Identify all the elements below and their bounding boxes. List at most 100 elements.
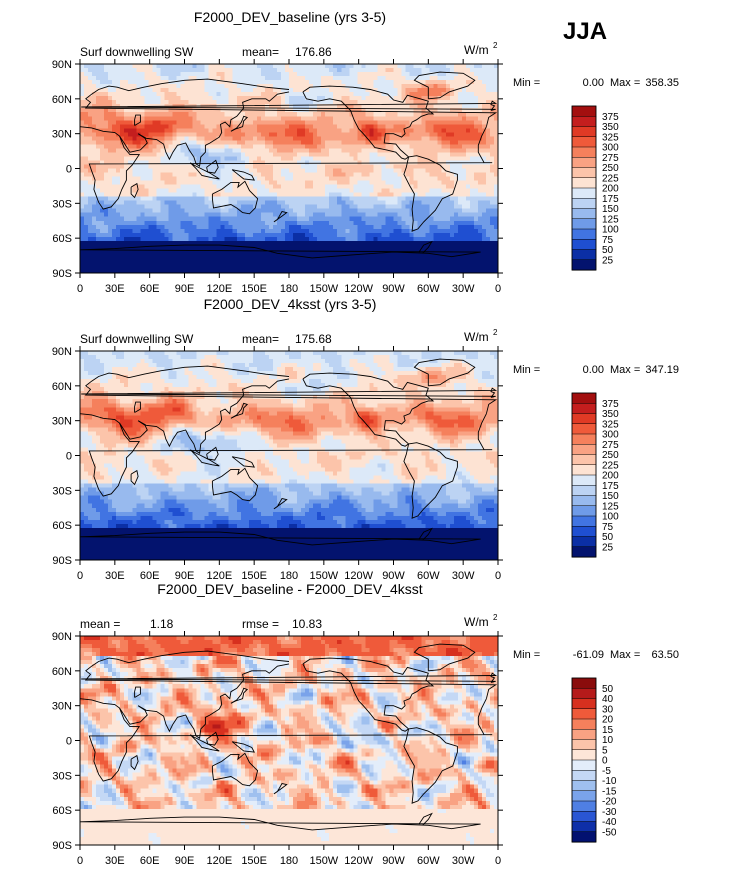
heatmap-cell <box>433 72 439 77</box>
heatmap-cell <box>457 104 463 109</box>
heatmap-cell <box>345 144 350 149</box>
heatmap-cell <box>280 80 286 85</box>
heatmap-cell <box>144 112 149 117</box>
heatmap-cell <box>321 232 326 238</box>
heatmap-cell <box>280 220 286 226</box>
heatmap-cell <box>449 232 455 238</box>
heatmap-cell <box>184 172 190 178</box>
heatmap-cell <box>329 76 334 81</box>
heatmap-cell <box>172 68 178 73</box>
heatmap-cell <box>385 204 391 210</box>
heatmap-cell <box>445 236 451 242</box>
heatmap-cell <box>425 184 431 190</box>
heatmap-cell <box>176 128 182 133</box>
heatmap-cell <box>309 136 314 141</box>
heatmap-cell <box>381 228 387 234</box>
heatmap-cell <box>317 120 322 125</box>
heatmap-cell <box>80 152 85 158</box>
heatmap-cell <box>112 224 117 230</box>
heatmap-cell <box>321 116 326 121</box>
heatmap-cell <box>264 120 270 125</box>
heatmap-cell <box>289 220 294 226</box>
heatmap-cell <box>413 156 419 162</box>
heatmap-cell <box>208 196 214 202</box>
heatmap-cell <box>493 132 499 137</box>
heatmap-cell <box>417 68 423 73</box>
heatmap-cell <box>477 84 483 89</box>
heatmap-cell <box>385 252 391 258</box>
heatmap-cell <box>397 104 403 109</box>
heatmap-cell <box>469 148 475 154</box>
heatmap-cell <box>236 164 242 170</box>
heatmap-cell <box>164 132 170 137</box>
heatmap-cell <box>84 72 89 77</box>
heatmap-cell <box>401 76 407 81</box>
heatmap-cell <box>377 192 383 198</box>
heatmap-cell <box>256 180 262 186</box>
heatmap-cell <box>373 104 379 109</box>
heatmap-cell <box>365 100 370 105</box>
heatmap-cell <box>305 188 310 194</box>
heatmap-cell <box>184 80 190 85</box>
heatmap-cell <box>116 84 121 89</box>
heatmap-cell <box>293 192 298 198</box>
heatmap-cell <box>112 232 117 238</box>
heatmap-cell <box>301 176 306 182</box>
heatmap-cell <box>204 132 210 137</box>
heatmap-cell <box>413 188 419 194</box>
heatmap-cell <box>140 120 145 125</box>
heatmap-cell <box>236 88 242 93</box>
heatmap-cell <box>268 124 274 129</box>
heatmap-cell <box>104 248 109 254</box>
heatmap-cell <box>437 72 443 77</box>
heatmap-cell <box>489 128 495 133</box>
heatmap-cell <box>417 244 423 250</box>
heatmap-cell <box>160 232 165 238</box>
heatmap-cell <box>260 64 266 69</box>
heatmap-cell <box>449 132 455 137</box>
heatmap-cell <box>309 128 314 133</box>
heatmap-cell <box>184 112 190 117</box>
heatmap-cell <box>381 172 387 178</box>
heatmap-cell <box>264 244 270 250</box>
heatmap-cell <box>461 84 467 89</box>
heatmap-cell <box>228 240 234 246</box>
heatmap-cell <box>421 204 427 210</box>
heatmap-cell <box>305 148 310 154</box>
heatmap-cell <box>196 168 202 174</box>
heatmap-cell <box>252 188 258 194</box>
heatmap-cell <box>489 148 495 154</box>
heatmap-cell <box>276 132 282 137</box>
heatmap-cell <box>176 76 182 81</box>
heatmap-cell <box>140 240 145 246</box>
heatmap-cell <box>96 96 101 101</box>
heatmap-cell <box>256 116 262 121</box>
heatmap-cell <box>329 240 334 246</box>
heatmap-cell <box>108 76 113 81</box>
heatmap-cell <box>260 196 266 202</box>
heatmap-cell <box>365 192 370 198</box>
heatmap-cell <box>216 248 222 254</box>
heatmap-cell <box>397 232 403 238</box>
heatmap-cell <box>345 212 350 218</box>
heatmap-cell <box>441 84 447 89</box>
heatmap-cell <box>373 232 379 238</box>
heatmap-cell <box>309 228 314 234</box>
heatmap-cell <box>369 188 374 194</box>
heatmap-cell <box>236 240 242 246</box>
heatmap-cell <box>297 204 302 210</box>
heatmap-cell <box>84 128 89 133</box>
heatmap-cell <box>485 212 491 218</box>
heatmap-cell <box>84 116 89 121</box>
heatmap-cell <box>493 104 499 109</box>
heatmap-cell <box>244 72 250 77</box>
heatmap-cell <box>385 72 391 77</box>
heatmap-cell <box>92 244 97 250</box>
heatmap-cell <box>353 232 358 238</box>
heatmap-cell <box>417 84 423 89</box>
heatmap-cell <box>405 168 411 174</box>
heatmap-cell <box>421 140 427 145</box>
heatmap-cell <box>136 68 141 73</box>
heatmap-cell <box>389 232 395 238</box>
heatmap-cell <box>417 152 423 158</box>
